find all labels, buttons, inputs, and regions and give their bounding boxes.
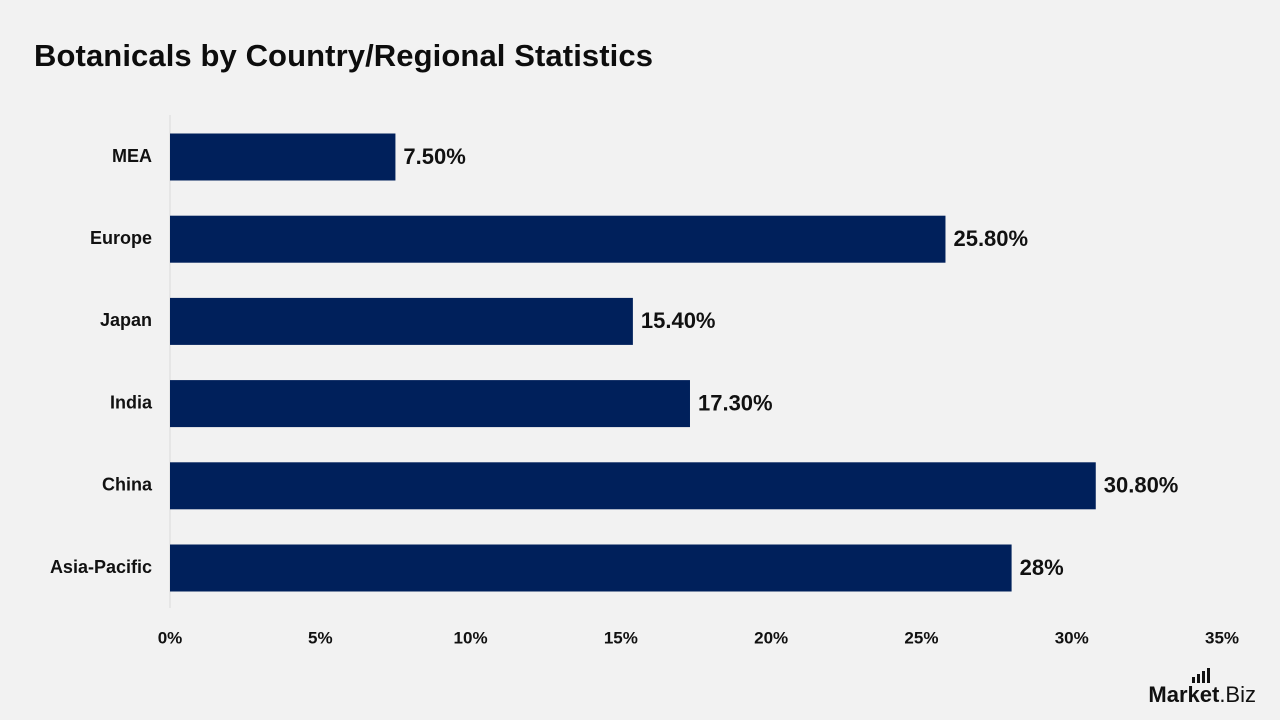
chart-title: Botanicals by Country/Regional Statistic… <box>34 38 654 73</box>
category-label: MEA <box>112 146 152 166</box>
bar <box>170 380 690 428</box>
labels-layer: MEA 7.50% Europe 25.80% Japan 15.40% India 17.3… <box>50 144 1178 580</box>
x-tick-label: 35% <box>1205 628 1239 647</box>
category-label: Europe <box>90 228 152 248</box>
logo-text-light: .Biz <box>1219 682 1256 707</box>
x-tick-label: 10% <box>454 628 488 647</box>
bar <box>170 462 1096 510</box>
value-label: 28% <box>1020 555 1064 580</box>
value-label: 30.80% <box>1104 473 1179 498</box>
bar <box>170 544 1012 592</box>
logo-text-bold: Market <box>1148 682 1220 707</box>
value-label: 7.50% <box>403 144 465 169</box>
bar <box>170 215 946 263</box>
category-label: India <box>110 392 153 412</box>
x-tick-label: 30% <box>1055 628 1089 647</box>
category-label: Japan <box>100 310 152 330</box>
x-tick-label: 15% <box>604 628 638 647</box>
category-label: Asia-Pacific <box>50 557 152 577</box>
bar <box>170 297 633 345</box>
value-label: 15.40% <box>641 308 716 333</box>
value-label: 25.80% <box>953 226 1028 251</box>
bars-layer <box>170 133 1096 592</box>
axis-layer: 0% 5% 10% 15% 20% 25% 30% 35% <box>158 115 1239 647</box>
bar <box>170 133 396 181</box>
value-label: 17.30% <box>698 390 773 415</box>
x-tick-label: 5% <box>308 628 333 647</box>
logo-bars-icon <box>1192 668 1211 683</box>
marketbiz-logo: Market .Biz <box>1148 668 1256 708</box>
category-label: China <box>102 475 153 495</box>
x-tick-label: 0% <box>158 628 183 647</box>
x-tick-label: 20% <box>754 628 788 647</box>
x-tick-label: 25% <box>904 628 938 647</box>
